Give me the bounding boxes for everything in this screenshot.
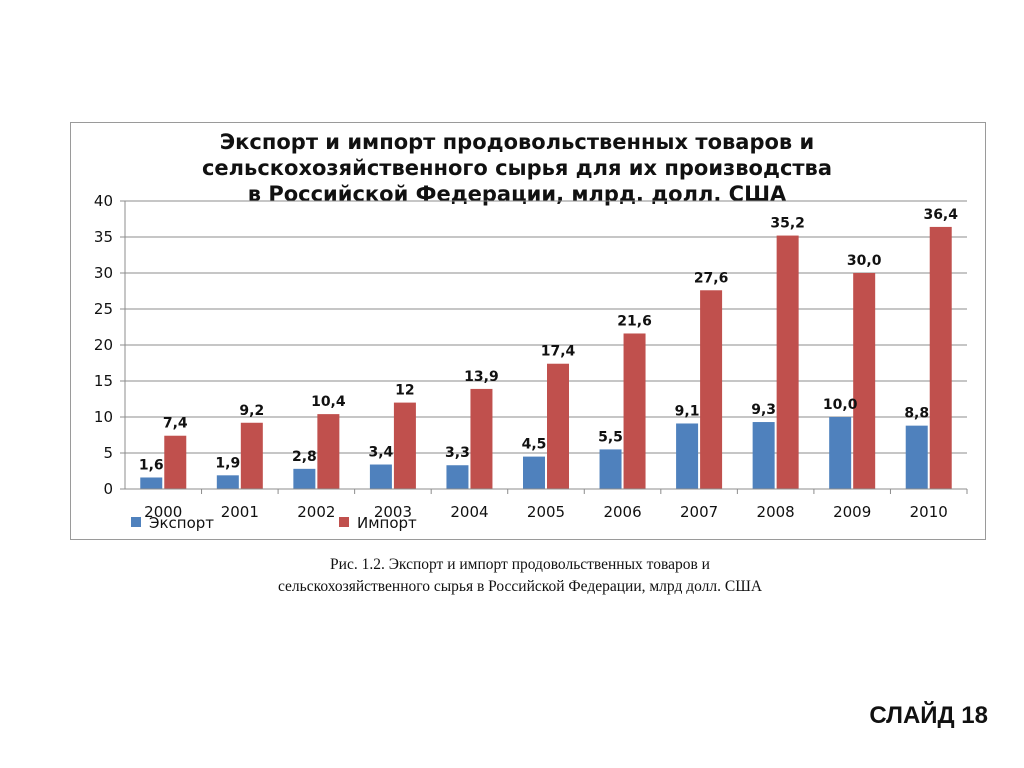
y-tick-label: 5	[103, 444, 113, 462]
import-data-label: 35,2	[770, 216, 805, 232]
import-data-label: 12	[395, 383, 414, 399]
x-tick-label: 2004	[450, 503, 488, 521]
slide-number-label: СЛАЙД 18	[869, 702, 988, 729]
import-data-label: 21,6	[617, 313, 652, 329]
import-bar	[547, 363, 569, 489]
export-data-label: 8,8	[904, 406, 929, 422]
x-tick-label: 2006	[603, 503, 641, 521]
caption-line-1: Рис. 1.2. Экспорт и импорт продовольстве…	[330, 556, 710, 573]
x-tick-label: 2009	[833, 503, 871, 521]
export-data-label: 10,0	[823, 397, 858, 413]
y-tick-label: 15	[94, 372, 113, 390]
import-bar	[853, 273, 876, 489]
import-bar	[164, 435, 187, 489]
chart-title-line-1: Экспорт и импорт продовольственных товар…	[220, 130, 815, 154]
export-bar	[140, 477, 163, 489]
x-tick-label: 2002	[297, 503, 335, 521]
export-bar	[446, 465, 469, 489]
legend-import-swatch	[339, 517, 349, 527]
x-tick-label: 2008	[757, 503, 795, 521]
import-bar	[776, 235, 799, 489]
import-data-label: 36,4	[923, 207, 958, 223]
export-data-label: 1,9	[215, 455, 240, 471]
import-bar	[317, 414, 340, 489]
figure-caption: Рис. 1.2. Экспорт и импорт продовольстве…	[140, 554, 900, 598]
y-tick-label: 30	[94, 264, 113, 282]
y-tick-label: 40	[94, 192, 113, 210]
export-bar	[752, 422, 775, 489]
import-data-label: 13,9	[464, 369, 499, 385]
x-tick-label: 2007	[680, 503, 718, 521]
import-data-label: 9,2	[239, 403, 264, 419]
export-bar	[523, 456, 545, 489]
import-data-label: 30,0	[847, 253, 882, 269]
export-data-label: 3,3	[445, 445, 470, 461]
y-tick-label: 20	[94, 336, 113, 354]
import-data-label: 17,4	[541, 344, 576, 360]
import-data-label: 7,4	[163, 416, 188, 432]
x-tick-label: 2005	[527, 503, 565, 521]
y-tick-label: 0	[103, 480, 113, 498]
export-data-label: 4,5	[522, 437, 547, 453]
import-bar	[470, 388, 493, 489]
export-data-label: 3,4	[369, 445, 394, 461]
x-tick-label: 2010	[910, 503, 948, 521]
export-bar	[829, 417, 852, 489]
bar-chart: Экспорт и импорт продовольственных товар…	[94, 130, 968, 532]
import-bar	[393, 402, 416, 489]
export-bar	[293, 468, 316, 489]
export-data-label: 5,5	[598, 429, 623, 445]
export-data-label: 2,8	[292, 449, 317, 465]
y-tick-label: 35	[94, 228, 113, 246]
export-bar	[676, 423, 699, 489]
chart-title-line-2: сельскохозяйственного сырья для их произ…	[202, 156, 832, 180]
caption-line-2: сельскохозяйственного сырья в Российской…	[277, 578, 763, 595]
legend-export-label: Экспорт	[149, 514, 214, 532]
export-bar	[599, 449, 622, 489]
import-data-label: 10,4	[311, 394, 346, 410]
export-bar	[216, 475, 239, 489]
x-tick-label: 2000	[144, 503, 182, 521]
legend-export-swatch	[131, 517, 141, 527]
export-data-label: 1,6	[139, 457, 164, 473]
x-tick-label: 2001	[221, 503, 259, 521]
import-bar	[240, 422, 263, 489]
export-data-label: 9,1	[675, 403, 700, 419]
import-bar	[929, 226, 952, 490]
import-bar	[700, 290, 723, 489]
import-bar	[623, 333, 646, 489]
export-data-label: 9,3	[751, 402, 776, 418]
legend-import-label: Импорт	[357, 514, 417, 532]
export-bar	[905, 425, 928, 489]
chart-title-line-3: в Российской Федерации, млрд. долл. США	[248, 182, 787, 206]
y-tick-label: 10	[94, 408, 113, 426]
y-tick-label: 25	[94, 300, 113, 318]
x-tick-label: 2003	[374, 503, 412, 521]
import-data-label: 27,6	[694, 270, 729, 286]
chart-frame: Экспорт и импорт продовольственных товар…	[70, 122, 986, 540]
export-bar	[369, 464, 392, 489]
